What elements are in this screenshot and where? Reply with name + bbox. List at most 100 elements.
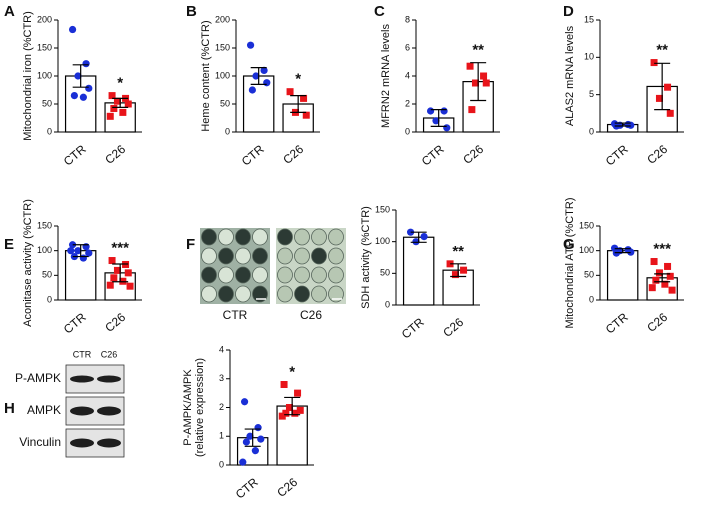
data-point [254,424,262,432]
data-point [263,79,271,87]
data-point [85,249,93,257]
y-tick-label: 150 [579,220,594,230]
data-point [664,262,672,270]
data-point [85,84,93,92]
fiber [252,285,268,303]
y-tick-label: 10 [584,52,594,62]
data-point [480,72,488,80]
data-point [110,104,118,112]
data-point [471,79,479,87]
y-axis-label: MFRN2 mRNA levels [380,24,392,128]
data-point [661,280,669,288]
y-axis-label: Heme content (%CTR) [200,20,212,131]
y-tick-label: 100 [375,236,390,246]
data-point [79,93,87,101]
y-tick-label: 50 [380,268,390,278]
significance: *** [111,240,129,257]
data-point [446,260,454,268]
lane-label: C26 [101,349,118,359]
significance: * [295,71,301,88]
y-tick-label: 0 [589,126,594,136]
fiber [294,247,310,265]
significance: * [117,75,123,92]
data-point [124,100,132,108]
significance: ** [656,42,668,59]
data-point [468,106,476,114]
y-tick-label: 0 [385,299,390,309]
y-tick-label: 100 [37,245,52,255]
panel-letter: F [186,236,195,253]
data-point [242,438,250,446]
fiber [252,228,268,246]
data-point [106,112,114,120]
panel-letter: A [4,3,15,20]
data-point [440,107,448,115]
y-tick-label: 0 [47,126,52,136]
y-tick-label: 50 [42,270,52,280]
y-tick-label: 2 [219,402,224,412]
y-tick-label: 1 [219,431,224,441]
x-tick-label: C26 [102,142,128,167]
y-tick-label: 4 [219,344,224,354]
fiber [218,285,234,303]
x-tick-label: CTR [419,142,447,169]
data-point [260,66,268,74]
fiber [277,285,293,303]
data-point [124,269,132,277]
data-point [246,432,254,440]
y-tick-label: 100 [579,245,594,255]
y-axis-label: SDH activity (%CTR) [360,206,372,309]
bar [442,269,474,306]
blot-band [97,375,121,383]
significance: *** [653,240,671,257]
panel-letter: D [563,3,574,20]
fiber [311,285,327,303]
data-point [300,94,308,102]
x-tick-label: CTR [61,310,89,337]
fiber [252,247,268,265]
panel-letter: G [563,236,575,253]
fiber [311,247,327,265]
fiber [218,228,234,246]
y-tick-label: 3 [219,373,224,383]
data-point [666,109,674,117]
blot-band [70,375,94,383]
fiber [311,228,327,246]
y-tick-label: 150 [215,42,230,52]
data-point [70,92,78,100]
fiber [235,285,251,303]
data-point [68,25,77,34]
fiber [252,266,268,284]
data-point [67,247,75,255]
panel-letter: B [186,3,197,20]
y-tick-label: 150 [37,220,52,230]
fiber [328,266,344,284]
data-point [652,276,660,284]
x-tick-label: CTR [603,142,631,169]
data-point [251,447,259,455]
data-point [650,59,658,67]
data-point [113,266,121,274]
data-point [240,398,249,406]
fiber [201,228,217,246]
y-axis-label: P-AMPK/AMPK [182,369,194,446]
data-point [285,404,293,411]
data-point [426,107,435,115]
fiber [311,266,327,284]
bar [402,236,435,306]
y-axis-label: (relative expression) [194,358,206,457]
fiber [235,266,251,284]
data-point [106,281,114,289]
y-tick-label: 0 [405,126,410,136]
data-point [239,458,247,466]
fiber [277,228,293,246]
panel-letter: C [374,3,385,20]
blot-band [70,406,94,416]
fiber [201,266,217,284]
significance: ** [452,243,464,260]
y-tick-label: 15 [584,14,594,24]
data-point [294,389,302,397]
blot-band [70,438,94,448]
data-point [280,381,288,388]
data-point [291,409,299,417]
